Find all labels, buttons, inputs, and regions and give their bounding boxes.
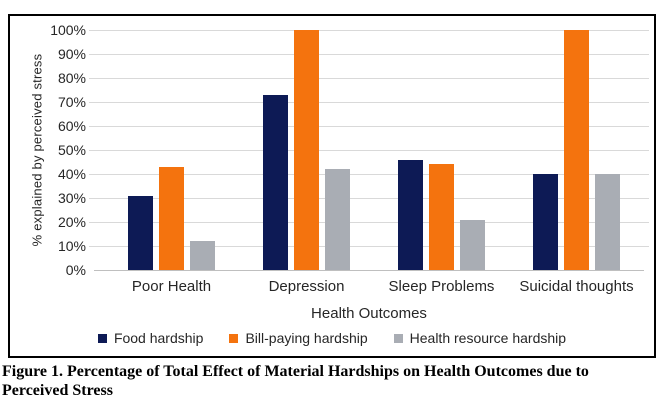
gridline bbox=[89, 126, 649, 127]
bar-health-resource-hardship-poor-health bbox=[190, 241, 215, 270]
gridline bbox=[89, 78, 649, 79]
gridline bbox=[89, 174, 649, 175]
legend-label-health-resource-hardship: Health resource hardship bbox=[409, 330, 567, 346]
y-tick-label: 50% bbox=[57, 142, 86, 158]
chart-frame: % explained by perceived stress 0% 10% 20%… bbox=[8, 14, 656, 358]
bar-group-depression bbox=[263, 30, 350, 270]
legend: Food hardship Bill-paying hardship Health … bbox=[10, 330, 654, 346]
y-tick-label: 60% bbox=[57, 118, 86, 134]
legend-swatch-health-resource-hardship bbox=[393, 333, 403, 343]
legend-swatch-food-hardship bbox=[97, 333, 107, 343]
y-tick-label: 40% bbox=[57, 166, 86, 182]
y-axis-labels: 0% 10% 20% 30% 40% 50% 60% 70% 80% 90% 100% bbox=[10, 23, 86, 277]
y-tick-label: 100% bbox=[50, 22, 86, 38]
figure-caption: Figure 1. Percentage of Total Effect of … bbox=[2, 363, 664, 401]
y-tick-label: 90% bbox=[57, 46, 86, 62]
legend-label-bill-paying-hardship: Bill-paying hardship bbox=[245, 330, 368, 346]
bar-group-sleep-problems bbox=[398, 159, 485, 270]
bar-bill-paying-hardship-sleep-problems bbox=[429, 164, 454, 270]
category-label-poor-health: Poor Health bbox=[131, 278, 212, 295]
legend-item-health-resource-hardship: Health resource hardship bbox=[393, 330, 567, 346]
bar-bill-paying-hardship-poor-health bbox=[159, 166, 184, 270]
bar-group-suicidal-thoughts bbox=[533, 30, 620, 270]
bar-food-hardship-sleep-problems bbox=[398, 159, 423, 270]
bar-food-hardship-suicidal-thoughts bbox=[533, 174, 558, 270]
legend-label-food-hardship: Food hardship bbox=[113, 330, 204, 346]
category-label-suicidal-thoughts: Suicidal thoughts bbox=[519, 278, 634, 295]
legend-swatch-bill-paying-hardship bbox=[229, 333, 239, 343]
bar-bill-paying-hardship-suicidal-thoughts bbox=[564, 30, 589, 270]
bar-food-hardship-depression bbox=[263, 94, 288, 270]
y-tick-label: 70% bbox=[57, 94, 86, 110]
legend-item-bill-paying-hardship: Bill-paying hardship bbox=[229, 330, 368, 346]
bar-health-resource-hardship-depression bbox=[325, 169, 350, 270]
bar-food-hardship-poor-health bbox=[128, 195, 153, 270]
bar-bill-paying-hardship-depression bbox=[294, 30, 319, 270]
x-axis-category-labels: Poor Health Depression Sleep Problems Suici… bbox=[94, 278, 644, 295]
legend-item-food-hardship: Food hardship bbox=[97, 330, 204, 346]
bar-health-resource-hardship-suicidal-thoughts bbox=[595, 174, 620, 270]
category-label-depression: Depression bbox=[268, 278, 345, 295]
gridline bbox=[89, 30, 649, 31]
bar-health-resource-hardship-sleep-problems bbox=[460, 219, 485, 270]
y-tick-label: 30% bbox=[57, 190, 86, 206]
y-tick-label: 20% bbox=[57, 214, 86, 230]
y-tick-label: 0% bbox=[65, 262, 86, 278]
bar-group-poor-health bbox=[128, 166, 215, 270]
figure-caption-line2: Perceived Stress bbox=[2, 381, 113, 399]
gridline bbox=[89, 246, 649, 247]
y-tick-label: 10% bbox=[57, 238, 86, 254]
plot-area bbox=[89, 30, 649, 271]
gridline bbox=[89, 54, 649, 55]
y-tick-label: 80% bbox=[57, 70, 86, 86]
bar-groups bbox=[94, 30, 644, 270]
gridline bbox=[89, 198, 649, 199]
figure-caption-line1: Figure 1. Percentage of Total Effect of … bbox=[2, 363, 589, 380]
gridline bbox=[89, 222, 649, 223]
gridline bbox=[89, 102, 649, 103]
x-axis-title: Health Outcomes bbox=[311, 305, 427, 322]
category-label-sleep-problems: Sleep Problems bbox=[388, 278, 495, 295]
gridline bbox=[89, 150, 649, 151]
